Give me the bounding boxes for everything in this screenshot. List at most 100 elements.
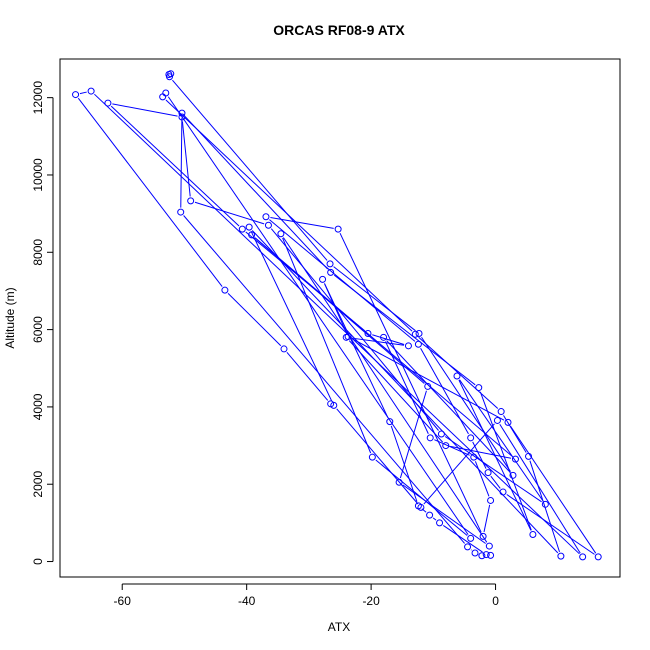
data-point <box>166 73 174 81</box>
data-point <box>525 452 533 460</box>
x-tick-label: 0 <box>492 594 499 608</box>
series-line-segment <box>339 232 482 533</box>
data-point <box>579 553 587 561</box>
chart-title: ORCAS RF08-9 ATX <box>273 22 405 38</box>
series-line-segment <box>442 524 483 553</box>
series-line-segment <box>420 347 469 435</box>
data-point <box>475 384 483 392</box>
series-line-segment <box>269 219 416 342</box>
data-point <box>178 113 186 121</box>
y-tick-label: 0 <box>31 558 45 565</box>
series-line-segment <box>490 475 501 489</box>
series-line-segment <box>386 340 511 473</box>
data-point <box>493 416 501 424</box>
data-point <box>334 225 342 233</box>
y-tick-label: 10000 <box>31 158 45 192</box>
data-point <box>277 230 285 238</box>
x-tick-label: -20 <box>362 594 380 608</box>
data-point <box>442 442 450 450</box>
data-point <box>327 400 335 408</box>
series-line-segment <box>184 116 328 270</box>
series-line-segment <box>351 338 505 421</box>
data-point <box>264 221 272 229</box>
data-point <box>248 231 256 239</box>
series-line-segment <box>270 228 439 431</box>
data-point <box>529 530 537 538</box>
data-point <box>470 453 478 461</box>
series-line-segment <box>333 266 416 332</box>
data-point <box>482 551 490 559</box>
series-line-segment <box>282 237 488 543</box>
data-series <box>72 70 602 561</box>
data-point <box>395 478 403 486</box>
data-point <box>342 333 350 341</box>
data-point <box>245 223 253 231</box>
data-point <box>87 87 95 95</box>
series-line-segment <box>474 461 490 497</box>
y-axis-label: Altitude (m) <box>3 287 17 348</box>
data-point <box>368 453 376 461</box>
data-point <box>467 434 475 442</box>
data-point <box>484 469 492 477</box>
data-point <box>178 109 186 117</box>
series-line-segment <box>510 425 597 554</box>
data-point <box>499 488 507 496</box>
data-point <box>479 532 487 540</box>
data-point <box>319 275 327 283</box>
series-line-segment <box>499 423 581 554</box>
data-point <box>167 70 175 78</box>
data-point <box>364 329 372 337</box>
series-line-segment <box>402 484 486 544</box>
data-point <box>485 542 493 550</box>
data-point <box>471 549 479 557</box>
y-tick-label: 8000 <box>31 239 45 266</box>
data-point <box>187 197 195 205</box>
series-line-segment <box>110 105 240 227</box>
data-point <box>262 213 270 221</box>
x-tick-label: -60 <box>114 594 132 608</box>
data-point <box>509 471 517 479</box>
data-point <box>557 552 565 560</box>
series-line-segment <box>444 436 542 503</box>
series-line-segment <box>348 340 444 443</box>
data-point <box>426 511 434 519</box>
series-line-segment <box>183 215 466 544</box>
series-line-segment <box>423 423 495 505</box>
series-line-segment <box>165 99 413 332</box>
data-point <box>594 553 602 561</box>
y-tick-label: 6000 <box>31 316 45 343</box>
data-point <box>238 225 246 233</box>
series-line-segment <box>483 504 491 533</box>
data-point <box>327 268 335 276</box>
x-axis: -60 -40 -20 0 <box>114 583 499 608</box>
y-tick-label: 2000 <box>31 471 45 498</box>
data-point <box>177 208 185 216</box>
series-line-segment <box>94 93 580 555</box>
data-point <box>417 503 425 511</box>
data-point <box>411 330 419 338</box>
y-tick-label: 4000 <box>31 393 45 420</box>
data-point <box>464 543 472 551</box>
series-line-segment <box>167 96 469 535</box>
data-point <box>380 333 388 341</box>
y-axis: 0 2000 4000 6000 8000 10000 12000 <box>31 81 54 565</box>
series-line-segment <box>434 439 470 456</box>
data-point <box>497 408 505 416</box>
data-point <box>404 342 412 350</box>
plot-area-frame <box>59 58 621 578</box>
series-line-segment <box>112 103 178 117</box>
data-point <box>159 93 167 101</box>
data-point <box>541 500 549 508</box>
series-line-segment <box>79 91 87 95</box>
data-point <box>386 418 394 426</box>
data-point <box>511 455 519 463</box>
data-point <box>414 340 422 348</box>
data-point <box>478 552 486 560</box>
data-point <box>326 260 334 268</box>
data-point <box>453 372 461 380</box>
data-point <box>436 519 444 527</box>
data-point <box>104 99 112 107</box>
data-point <box>437 430 445 438</box>
series-line-segment <box>77 97 223 287</box>
series-line-segment <box>450 445 512 459</box>
